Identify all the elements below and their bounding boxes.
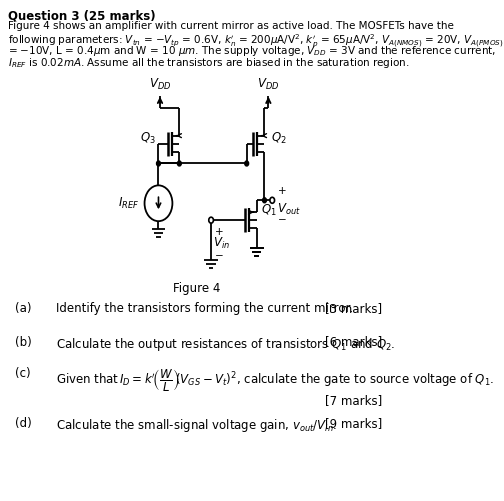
Text: $V_{out}$: $V_{out}$	[277, 202, 301, 217]
Circle shape	[263, 198, 267, 203]
Text: $I_{REF}$: $I_{REF}$	[118, 196, 139, 211]
Text: $-$: $-$	[277, 214, 286, 222]
Text: $V_{DD}$: $V_{DD}$	[257, 77, 280, 92]
Text: $Q_1$: $Q_1$	[261, 203, 276, 218]
Text: Identify the transistors forming the current mirror.: Identify the transistors forming the cur…	[55, 302, 353, 315]
Text: $+$: $+$	[214, 226, 224, 237]
Text: $Q_3$: $Q_3$	[140, 131, 155, 146]
Circle shape	[157, 161, 160, 166]
Text: $I_{REF}$ is $\mathit{0.02mA}$. Assume all the transistors are biased in the sat: $I_{REF}$ is $\mathit{0.02mA}$. Assume a…	[8, 56, 409, 70]
Text: [6 marks]: [6 marks]	[325, 336, 382, 349]
Text: (b): (b)	[15, 336, 32, 349]
Text: Figure 4 shows an amplifier with current mirror as active load. The MOSFETs have: Figure 4 shows an amplifier with current…	[8, 21, 454, 31]
Text: Calculate the output resistances of transistors $Q_1$ and $Q_2$.: Calculate the output resistances of tran…	[55, 336, 395, 353]
Text: (c): (c)	[15, 367, 31, 380]
Text: = $-$10V, L = 0.4$\mu$m and W = $\mathit{10}$ $\mathit{\mu m}$. The supply volta: = $-$10V, L = 0.4$\mu$m and W = $\mathit…	[8, 44, 496, 58]
Text: (d): (d)	[15, 417, 32, 430]
Circle shape	[177, 161, 181, 166]
Text: following parameters: $V_{tn}$ = $-V_{tp}$ = 0.6V, $k_n'$ = 200$\mu$A/V$^2$, $k_: following parameters: $V_{tn}$ = $-V_{tp…	[8, 33, 503, 50]
Text: (a): (a)	[15, 302, 32, 315]
Text: [3 marks]: [3 marks]	[325, 302, 382, 315]
Text: Calculate the small-signal voltage gain, $v_{out}/V_{in}$.: Calculate the small-signal voltage gain,…	[55, 417, 337, 434]
Circle shape	[245, 161, 248, 166]
Text: Figure 4: Figure 4	[173, 282, 220, 295]
Text: $+$: $+$	[277, 185, 286, 196]
Text: Given that$\,I_D = k'\!\left(\dfrac{W}{L}\right)\!\!(V_{GS}-V_t)^2$, calculate t: Given that$\,I_D = k'\!\left(\dfrac{W}{L…	[55, 367, 494, 393]
Text: $V_{in}$: $V_{in}$	[213, 236, 230, 251]
Text: Question 3 (25 marks): Question 3 (25 marks)	[8, 10, 155, 23]
Text: $V_{DD}$: $V_{DD}$	[149, 77, 171, 92]
Text: $-$: $-$	[214, 250, 224, 259]
Text: [7 marks]: [7 marks]	[325, 394, 382, 407]
Text: [9 marks]: [9 marks]	[325, 417, 382, 430]
Text: $Q_2$: $Q_2$	[271, 131, 286, 146]
